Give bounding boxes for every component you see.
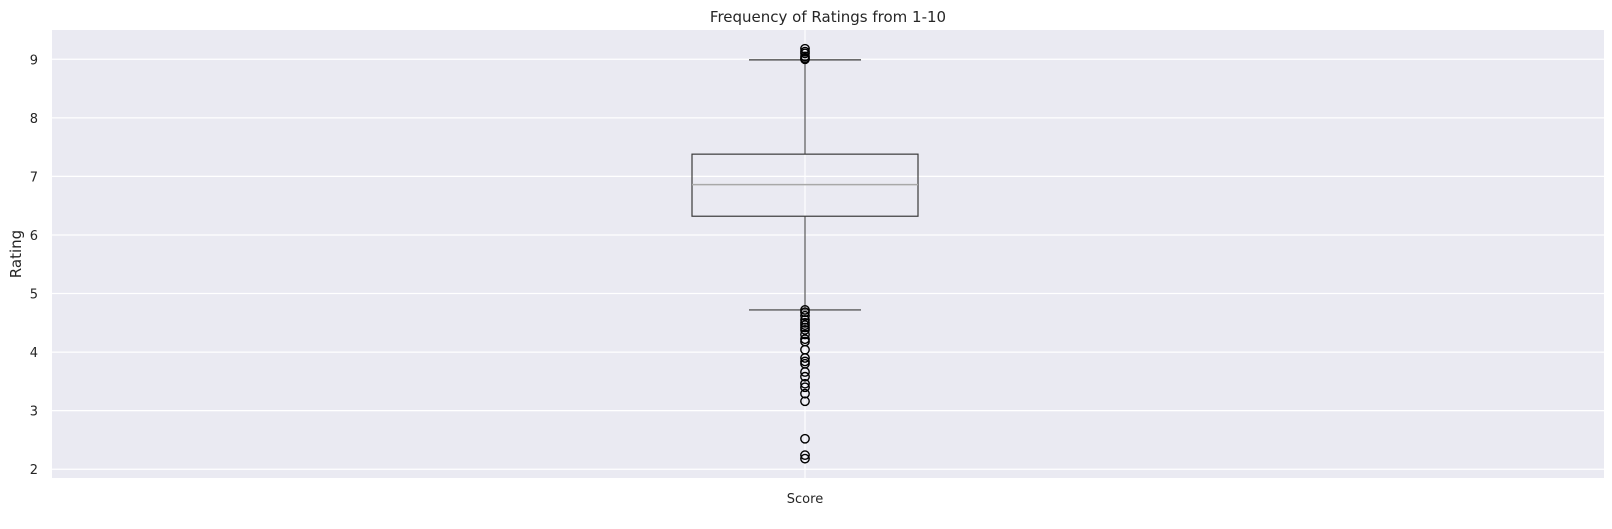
plot-area (52, 30, 1604, 478)
outlier-point (800, 433, 810, 444)
outlier-point (800, 396, 810, 407)
outlier-point (800, 51, 810, 62)
outlier-point (800, 382, 810, 393)
y-axis-ticks: 2 3 4 5 6 7 8 9 (30, 53, 38, 478)
outlier-point (800, 324, 810, 335)
y-tick-label: 2 (30, 463, 38, 478)
y-tick-label: 9 (30, 53, 38, 68)
outlier-point (800, 353, 810, 363)
outliers (800, 43, 810, 464)
y-tick-label: 7 (30, 170, 38, 185)
y-tick-label: 6 (30, 229, 38, 244)
outlier-point (800, 378, 810, 389)
outlier-point (800, 388, 810, 399)
outlier-point (800, 367, 810, 377)
y-tick-label: 3 (30, 405, 38, 420)
outlier-point (800, 453, 810, 464)
chart-title: Frequency of Ratings from 1-10 (710, 8, 946, 26)
outlier-point (800, 46, 810, 57)
y-tick-label: 5 (30, 288, 38, 303)
outlier-point (800, 314, 810, 325)
outlier-point (800, 329, 810, 340)
outlier-point (800, 43, 810, 54)
outlier-point (800, 371, 810, 382)
outlier-point (800, 310, 810, 321)
y-axis-label: Rating (7, 230, 25, 278)
box-elements (691, 59, 919, 311)
y-tick-label: 8 (30, 112, 38, 127)
outlier-point (800, 307, 810, 318)
y-tick-label: 4 (30, 346, 38, 361)
x-category-label: Score (787, 492, 823, 507)
outlier-point (800, 450, 810, 461)
